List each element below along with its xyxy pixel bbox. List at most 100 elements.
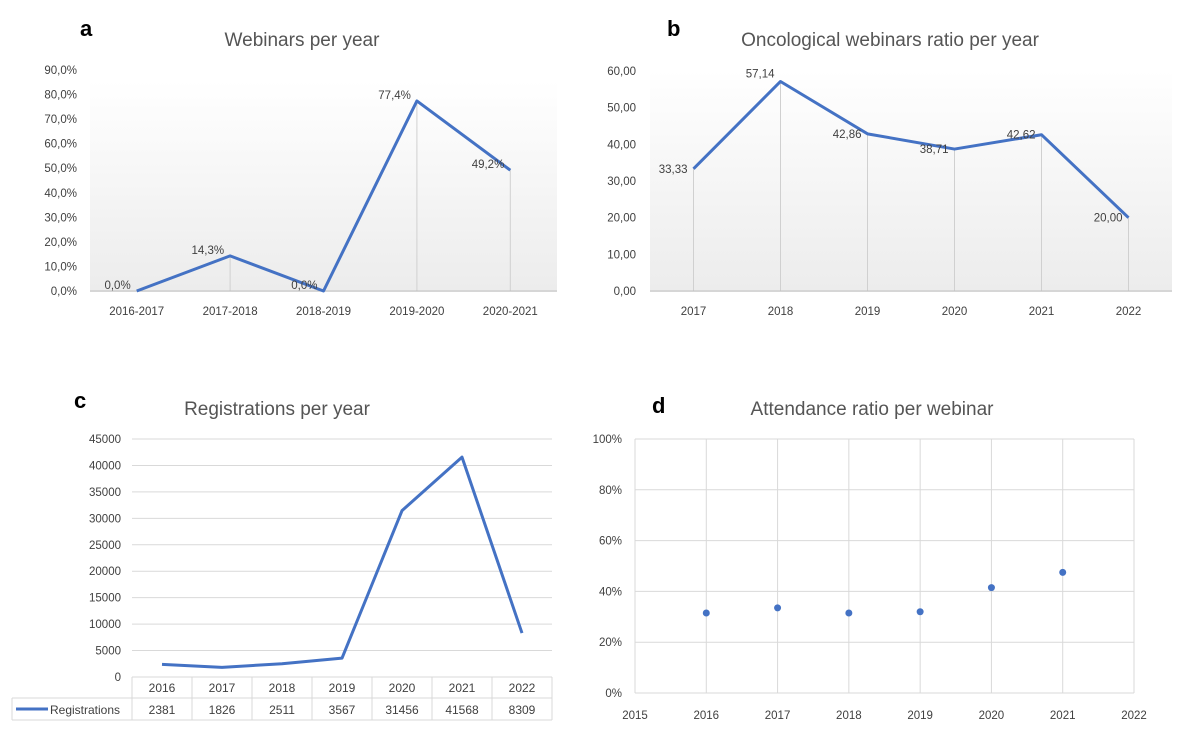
panel-d-attendance: d Attendance ratio per webinar 0% 20% 40% 6… — [593, 393, 1147, 722]
panel-letter-b: b — [667, 16, 680, 41]
table-header-cell-c: 2021 — [449, 681, 476, 695]
chart-title-d: Attendance ratio per webinar — [751, 399, 995, 420]
y-tick-label-a: 40,0% — [44, 188, 77, 200]
data-point-d — [845, 609, 853, 617]
x-tick-label-d: 2019 — [907, 710, 933, 722]
table-header-cell-c: 2017 — [209, 681, 236, 695]
panel-letter-c: c — [74, 388, 86, 413]
table-value-cell-c: 41568 — [445, 703, 479, 717]
panel-b-oncological-ratio: b Oncological webinars ratio per year 0,… — [607, 16, 1172, 318]
x-tick-label-b: 2022 — [1116, 306, 1142, 318]
table-header-cell-c: 2018 — [269, 681, 296, 695]
table-header-cell-c: 2020 — [389, 681, 416, 695]
chart-title-c: Registrations per year — [184, 399, 371, 420]
y-tick-label-d: 0% — [605, 688, 622, 700]
y-tick-label-c: 30000 — [89, 513, 121, 525]
y-tick-label-a: 50,0% — [44, 163, 77, 175]
y-tick-label-b: 10,00 — [607, 249, 636, 261]
panel-c-registrations: c Registrations per year 0 5000 10000 15000… — [11, 388, 553, 721]
table-header-cell-c: 2019 — [329, 681, 356, 695]
y-tick-label-a: 80,0% — [44, 90, 77, 102]
x-tick-label-d: 2016 — [693, 710, 719, 722]
legend-label-c: Registrations — [50, 703, 120, 717]
data-label-a: 0,0% — [291, 280, 317, 292]
y-tick-label-a: 60,0% — [44, 139, 77, 151]
y-tick-label-c: 10000 — [89, 619, 121, 631]
x-tick-label-a: 2016-2017 — [109, 306, 164, 318]
table-value-cell-c: 2511 — [269, 703, 295, 717]
table-header-cell-c: 2016 — [149, 681, 176, 695]
plot-area-a — [90, 80, 557, 292]
y-tick-label-a: 10,0% — [44, 261, 77, 273]
data-label-a: 49,2% — [472, 159, 505, 171]
panel-letter-d: d — [652, 393, 665, 418]
chart-title-a: Webinars per year — [225, 30, 381, 51]
y-tick-label-b: 50,00 — [607, 103, 636, 115]
x-tick-label-a: 2020-2021 — [483, 306, 538, 318]
data-point-d — [987, 584, 995, 592]
y-tick-label-c: 15000 — [89, 593, 121, 605]
y-tick-label-d: 40% — [599, 586, 622, 598]
data-label-b: 42,62 — [1007, 130, 1036, 142]
y-tick-label-a: 90,0% — [44, 65, 77, 77]
x-tick-label-b: 2018 — [768, 306, 794, 318]
table-header-cell-c: 2022 — [509, 681, 536, 695]
x-tick-label-b: 2019 — [855, 306, 881, 318]
x-tick-label-d: 2017 — [765, 710, 791, 722]
table-value-cell-c: 31456 — [385, 703, 419, 717]
x-tick-label-b: 2017 — [681, 306, 707, 318]
y-tick-label-b: 30,00 — [607, 176, 636, 188]
y-tick-label-a: 70,0% — [44, 114, 77, 126]
series-line-b — [692, 79, 1130, 219]
x-tick-label-d: 2022 — [1121, 710, 1147, 722]
chart-title-b: Oncological webinars ratio per year — [741, 30, 1039, 51]
y-tick-label-c: 45000 — [89, 434, 121, 446]
data-label-b: 38,71 — [920, 144, 949, 156]
y-tick-label-d: 60% — [599, 536, 622, 548]
x-tick-label-d: 2020 — [979, 710, 1005, 722]
y-tick-label-d: 20% — [599, 637, 622, 649]
x-tick-label-d: 2018 — [836, 710, 862, 722]
y-tick-label-c: 20000 — [89, 566, 121, 578]
data-label-a: 0,0% — [104, 280, 130, 292]
data-point-d — [916, 608, 924, 616]
y-tick-label-c: 35000 — [89, 487, 121, 499]
y-tick-label-a: 30,0% — [44, 212, 77, 224]
panel-letter-a: a — [80, 16, 93, 41]
data-point-d — [702, 609, 710, 617]
series-line-a — [136, 99, 512, 293]
table-value-cell-c: 1826 — [209, 703, 236, 717]
x-tick-label-a: 2019-2020 — [389, 306, 444, 318]
y-tick-label-c: 25000 — [89, 540, 121, 552]
y-tick-label-b: 60,00 — [607, 66, 636, 78]
table-value-cell-c: 8309 — [509, 703, 536, 717]
y-tick-label-b: 40,00 — [607, 139, 636, 151]
plot-area-b — [650, 70, 1172, 292]
y-tick-label-d: 100% — [593, 434, 622, 446]
x-tick-label-a: 2017-2018 — [203, 306, 258, 318]
x-tick-label-a: 2018-2019 — [296, 306, 351, 318]
data-point-d — [774, 604, 782, 612]
y-tick-label-c: 0 — [115, 672, 121, 684]
data-label-b: 20,00 — [1094, 213, 1123, 225]
x-tick-label-d: 2021 — [1050, 710, 1076, 722]
data-label-b: 33,33 — [659, 164, 688, 176]
y-tick-label-a: 0,0% — [51, 286, 77, 298]
x-tick-label-b: 2020 — [942, 306, 968, 318]
y-tick-label-c: 40000 — [89, 460, 121, 472]
data-label-a: 14,3% — [191, 245, 224, 257]
y-tick-label-b: 0,00 — [614, 286, 636, 298]
panel-a-webinars-per-year: a Webinars per year 0,0% 10,0% 20,0% 30,0% 4… — [44, 16, 557, 318]
y-tick-label-b: 20,00 — [607, 213, 636, 225]
y-tick-label-c: 5000 — [95, 646, 121, 658]
series-line-c — [161, 455, 524, 669]
table-value-cell-c: 2381 — [149, 703, 176, 717]
x-tick-label-b: 2021 — [1029, 306, 1055, 318]
table-value-cell-c: 3567 — [329, 703, 356, 717]
data-label-b: 57,14 — [746, 68, 775, 80]
data-point-d — [1059, 568, 1067, 576]
y-tick-label-d: 80% — [599, 485, 622, 497]
y-tick-label-a: 20,0% — [44, 237, 77, 249]
data-label-b: 42,86 — [833, 129, 862, 141]
